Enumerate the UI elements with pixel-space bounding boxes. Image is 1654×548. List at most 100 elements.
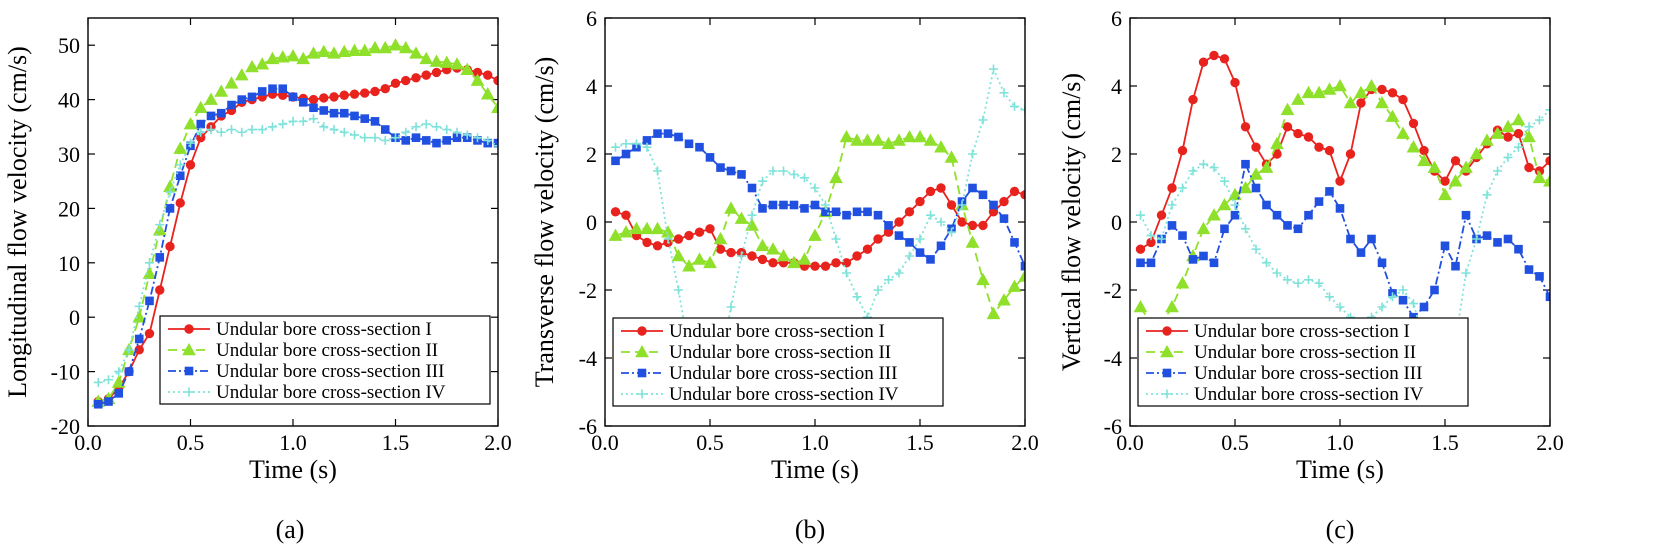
- data-point-iii: [1272, 210, 1282, 220]
- legend-box: [159, 315, 491, 405]
- data-point-iv: [380, 135, 390, 145]
- data-point-iv: [1241, 224, 1250, 234]
- legend-label-iv: Undular bore cross-section IV: [669, 384, 899, 405]
- x-tick-label: 0.0: [591, 430, 619, 455]
- data-point-iv: [186, 138, 195, 148]
- data-point-iii: [360, 114, 370, 123]
- data-point-i: [757, 254, 768, 265]
- panel-label: (c): [1326, 515, 1355, 544]
- data-point-iv: [206, 125, 216, 135]
- data-point-ii: [986, 306, 1001, 320]
- data-point-iv: [401, 127, 411, 137]
- data-point-iv: [978, 115, 988, 125]
- data-point-iv: [1304, 275, 1313, 285]
- data-point-ii: [1427, 160, 1442, 173]
- x-tick-label: 2.0: [1536, 430, 1564, 455]
- data-point-iv: [1377, 302, 1387, 312]
- data-point-iv: [104, 375, 113, 385]
- y-tick-label: -10: [51, 360, 80, 385]
- data-point-ii: [829, 170, 843, 184]
- data-point-i: [946, 200, 957, 210]
- legend-label-iv: Undular bore cross-section IV: [216, 382, 446, 403]
- data-point-iv: [936, 217, 946, 227]
- data-point-iv: [873, 285, 883, 295]
- data-point-iv: [642, 142, 652, 152]
- data-point-ii: [1469, 146, 1484, 160]
- data-point-iv: [1535, 115, 1544, 125]
- data-point-iii: [1377, 258, 1387, 268]
- legend-label-i: Undular bore cross-section I: [216, 319, 432, 340]
- data-point-i: [1219, 54, 1230, 64]
- data-point-iii: [894, 231, 904, 240]
- axes-frame: [1129, 17, 1551, 427]
- data-point-iv: [989, 64, 998, 74]
- data-point-iv: [852, 292, 862, 302]
- data-point-iii: [114, 389, 124, 398]
- data-point-ii: [337, 44, 352, 58]
- data-point-i: [747, 251, 757, 261]
- series-line-ii: [1139, 84, 1550, 325]
- data-point-ii: [1511, 112, 1526, 126]
- data-point-i: [349, 89, 360, 99]
- data-point-iv: [452, 127, 462, 137]
- data-point-ii: [234, 68, 249, 81]
- data-point-ii: [1312, 85, 1326, 99]
- y-tick-label: -20: [51, 414, 80, 439]
- data-point-iii: [370, 117, 380, 126]
- data-point-iv: [810, 183, 820, 193]
- data-point-iii: [1010, 238, 1019, 247]
- data-point-ii: [713, 231, 728, 245]
- data-point-iii: [936, 241, 946, 251]
- data-point-iv: [237, 127, 247, 137]
- series-line-iii: [98, 87, 498, 406]
- y-tick-label: -6: [1104, 414, 1122, 439]
- data-point-i: [329, 92, 339, 102]
- data-point-iii: [1283, 221, 1292, 230]
- data-point-ii: [640, 221, 654, 235]
- panel-a: 0.0 0.5 1.0 1.5 2.0 -20 -10 0 10 20 30 40 50 Undular …: [3, 17, 512, 544]
- y-tick-label: 6: [586, 6, 597, 31]
- legend: Undular bore cross-section I Undular bore…: [159, 315, 491, 405]
- data-point-i: [810, 261, 820, 271]
- data-point-iii: [216, 108, 226, 118]
- data-point-iv: [758, 176, 767, 186]
- data-point-ii: [1354, 85, 1368, 99]
- data-point-iv: [747, 210, 757, 220]
- data-point-iv: [884, 275, 893, 285]
- data-point-iii: [1188, 255, 1198, 264]
- legend-box: [612, 317, 944, 407]
- data-point-iv: [821, 200, 830, 210]
- x-tick-label: 0.5: [177, 430, 205, 455]
- data-point-i: [390, 78, 401, 88]
- data-point-ii: [357, 43, 372, 56]
- data-point-i: [1230, 77, 1240, 88]
- data-point-i: [862, 244, 873, 254]
- data-point-ii: [1291, 92, 1305, 105]
- y-axis-label: Vertical flow velocity (cm/s): [1057, 73, 1086, 371]
- data-point-ii: [755, 238, 770, 252]
- data-point-iii: [1020, 261, 1025, 271]
- data-point-ii: [480, 87, 495, 100]
- y-tick-label: -4: [1104, 346, 1122, 371]
- data-point-iv: [1167, 200, 1177, 210]
- data-point-iv: [779, 166, 788, 176]
- data-point-iv: [1251, 244, 1261, 254]
- data-point-iv: [621, 139, 631, 149]
- series-line-i: [98, 67, 498, 403]
- data-point-iii: [1241, 159, 1250, 169]
- panel-c: 0.0 0.5 1.0 1.5 2.0 -6 -4 -2 0 2 4 6 Undular bore cr…: [1057, 6, 1564, 544]
- data-point-i: [1188, 94, 1198, 105]
- y-tick-label: 6: [1111, 6, 1122, 31]
- series-line-i: [1140, 54, 1550, 250]
- data-point-iv: [493, 141, 498, 151]
- data-point-ii: [629, 221, 644, 235]
- data-point-i: [642, 237, 652, 248]
- data-point-iv: [257, 125, 267, 135]
- data-point-iv: [319, 122, 329, 132]
- data-point-i: [308, 94, 319, 105]
- data-point-i: [1335, 176, 1345, 186]
- data-point-i: [1545, 156, 1550, 166]
- data-point-iv: [175, 160, 185, 170]
- data-point-iv: [1230, 200, 1240, 210]
- data-point-iii: [705, 153, 715, 162]
